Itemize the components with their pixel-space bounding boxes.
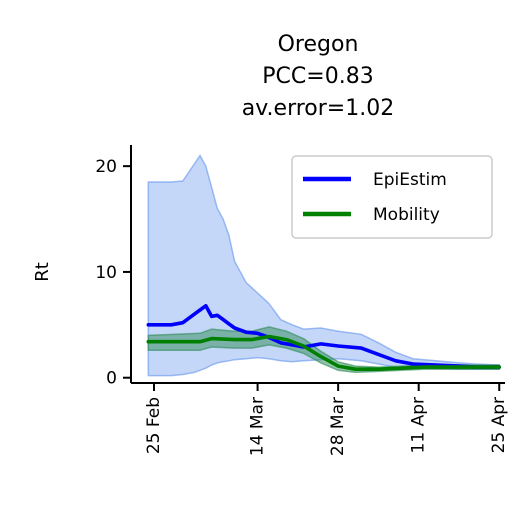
- x-tick-label: 25 Feb: [144, 397, 164, 454]
- y-tick-label: 20: [95, 157, 117, 177]
- legend-label-epiestim: EpiEstim: [373, 170, 447, 190]
- x-tick-label: 28 Mar: [328, 397, 348, 456]
- x-tick-label: 25 Apr: [489, 397, 509, 453]
- legend: EpiEstim Mobility: [291, 155, 493, 239]
- chart-title: Oregon PCC=0.83 av.error=1.02: [242, 32, 394, 121]
- legend-label-mobility: Mobility: [373, 205, 440, 225]
- legend-box: [291, 155, 493, 239]
- y-axis-label: Rt: [32, 262, 53, 282]
- x-tick-label: 14 Mar: [248, 397, 268, 456]
- x-tick-label: 11 Apr: [409, 397, 429, 453]
- y-tick-label: 10: [95, 263, 117, 283]
- chart-subtitle-error: av.error=1.02: [242, 96, 394, 121]
- chart-subtitle-pcc: PCC=0.83: [262, 64, 373, 89]
- axes: 0 10 20 25 Feb 14 Mar 28 Mar 11 Apr 25 Apr: [95, 145, 509, 456]
- y-tick-label: 0: [106, 369, 117, 389]
- series-lines: [146, 303, 502, 372]
- mobility-line: [146, 334, 502, 372]
- chart-title-line: Oregon: [278, 32, 359, 57]
